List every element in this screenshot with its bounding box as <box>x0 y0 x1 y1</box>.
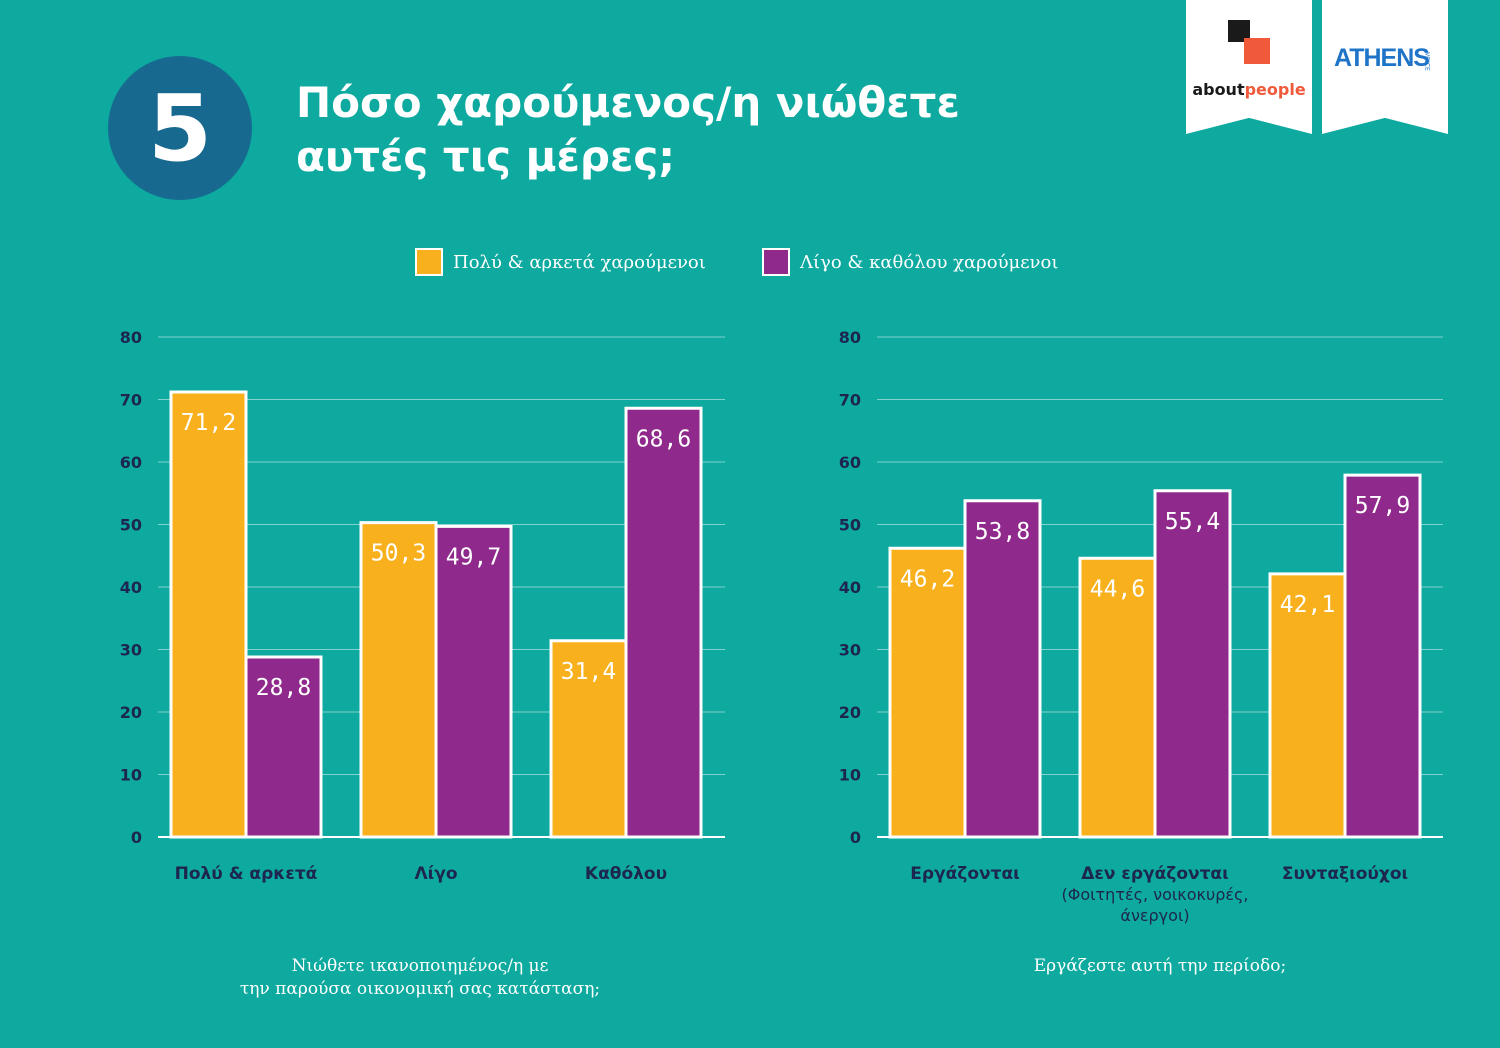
y-tick-label: 30 <box>839 641 861 660</box>
data-label: 53,8 <box>975 519 1030 545</box>
x-category-label: Λίγο <box>414 864 457 884</box>
chart-1-subtitle-line-2: την παρούσα οικονομική σας κατάσταση; <box>239 979 601 999</box>
legend-label-1: Πολύ & αρκετά χαρούμενοι <box>453 251 706 273</box>
bar-orange <box>169 390 248 839</box>
x-category-note: άνεργοι) <box>1120 906 1189 925</box>
legend-swatch-purple <box>762 248 790 276</box>
x-category-note: (Φοιτητές, νοικοκυρές, <box>1062 885 1249 904</box>
bar-purple <box>1153 489 1232 839</box>
legend-swatch-orange <box>415 248 443 276</box>
y-tick-label: 0 <box>850 828 861 847</box>
chart-2-subtitle: Εργάζεστε αυτή την περίοδο; <box>910 955 1410 978</box>
y-tick-label: 60 <box>120 453 142 472</box>
question-number-badge: 5 <box>108 56 252 200</box>
legend-label-2: Λίγο & καθόλου χαρούμενοι <box>800 251 1059 273</box>
data-label: 28,8 <box>256 675 311 701</box>
legend-item-2: Λίγο & καθόλου χαρούμενοι <box>762 248 1058 276</box>
y-tick-label: 40 <box>839 578 861 597</box>
y-tick-label: 40 <box>120 578 142 597</box>
x-category-label: Συνταξιούχοι <box>1282 864 1408 884</box>
chart-2-subtitle-line-1: Εργάζεστε αυτή την περίοδο; <box>1033 956 1287 976</box>
bar-purple <box>963 499 1042 839</box>
y-tick-label: 10 <box>839 766 861 785</box>
y-tick-label: 50 <box>120 516 142 535</box>
x-category-label: Καθόλου <box>585 864 667 884</box>
title-line-2: αυτές τις μέρες; <box>296 132 676 181</box>
bar-orange <box>1078 556 1157 839</box>
y-tick-label: 20 <box>120 703 142 722</box>
data-label: 71,2 <box>181 410 236 436</box>
y-tick-label: 70 <box>120 391 142 410</box>
chart-1-subtitle-line-1: Νιώθετε ικανοποιημένος/η με <box>291 956 549 976</box>
bar-purple <box>244 655 323 839</box>
x-category-label: Δεν εργάζονται <box>1081 864 1228 884</box>
chart-1-subtitle: Νιώθετε ικανοποιημένος/η με την παρούσα … <box>170 955 670 1001</box>
y-tick-label: 80 <box>839 328 861 347</box>
title-line-1: Πόσο χαρούμενος/η νιώθετε <box>296 78 960 127</box>
speech-bubble-icon-2 <box>1244 38 1270 64</box>
y-tick-label: 30 <box>120 641 142 660</box>
data-label: 44,6 <box>1090 576 1145 602</box>
data-label: 31,4 <box>561 659 616 685</box>
speech-bubble-icon <box>1228 20 1250 42</box>
y-tick-label: 0 <box>131 828 142 847</box>
y-tick-label: 50 <box>839 516 861 535</box>
data-label: 49,7 <box>446 544 501 570</box>
bar-purple <box>434 524 513 839</box>
y-tick-label: 10 <box>120 766 142 785</box>
y-tick-label: 20 <box>839 703 861 722</box>
data-label: 50,3 <box>371 541 426 567</box>
bar-orange <box>359 521 438 839</box>
aboutpeople-logo: aboutpeople <box>1186 0 1312 134</box>
bar-purple <box>624 406 703 839</box>
y-tick-label: 80 <box>120 328 142 347</box>
data-label: 46,2 <box>900 566 955 592</box>
athens-voice-logo: ATHENS VOICE <box>1322 0 1448 134</box>
logo-text-athens: ATHENS <box>1334 44 1430 72</box>
bar-orange <box>549 639 628 839</box>
bar-orange <box>1268 572 1347 839</box>
x-category-label: Εργάζονται <box>910 864 1020 884</box>
legend-item-1: Πολύ & αρκετά χαρούμενοι <box>415 248 706 276</box>
page-title: Πόσο χαρούμενος/η νιώθετε αυτές τις μέρε… <box>296 76 996 184</box>
bar-purple <box>1343 473 1422 839</box>
data-label: 68,6 <box>636 426 691 452</box>
data-label: 42,1 <box>1280 592 1335 618</box>
y-tick-label: 60 <box>839 453 861 472</box>
x-category-label: Πολύ & αρκετά <box>175 864 318 884</box>
data-label: 57,9 <box>1355 493 1410 519</box>
logo-text-people: people <box>1244 80 1306 99</box>
data-label: 55,4 <box>1165 509 1220 535</box>
logo-text-about: about <box>1192 80 1245 99</box>
y-tick-label: 70 <box>839 391 861 410</box>
